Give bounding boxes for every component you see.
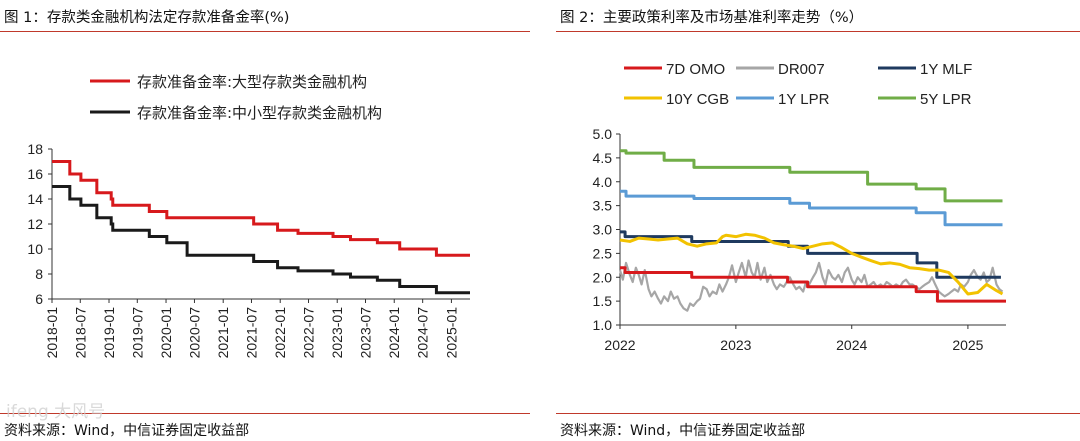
x-tick-label: 2019-01	[101, 307, 117, 359]
series-line	[620, 149, 1003, 203]
x-tick-label: 2018-01	[44, 307, 60, 359]
y-tick-label: 16	[27, 166, 43, 182]
divider-top	[0, 31, 530, 32]
y-tick-label: 18	[27, 141, 43, 157]
legend-label: DR007	[778, 61, 825, 78]
legend-label: 存款准备金率:中小型存款类金融机构	[137, 104, 382, 122]
x-tick-label: 2021-01	[215, 307, 231, 359]
chart-panel-reserve-ratio: 图 1：存款类金融机构法定存款准备金率(%) 存款准备金率:大型存款类金融机构存…	[0, 0, 530, 441]
x-tick-label: 2021-07	[243, 307, 259, 359]
x-tick-label: 2025	[952, 337, 983, 353]
x-tick-label: 2022-07	[300, 307, 316, 359]
watermark-logo: ifeng 大风号	[6, 402, 105, 422]
x-tick-label: 2024-07	[415, 307, 431, 359]
x-tick-label: 2025-01	[443, 307, 459, 359]
y-tick-label: 1.0	[593, 317, 613, 333]
svg-text:ifeng 大风号: ifeng 大风号	[6, 402, 105, 422]
y-tick-label: 3.0	[593, 222, 613, 238]
chart-title: 图 1：存款类金融机构法定存款准备金率(%)	[4, 10, 290, 26]
y-tick-label: 5.0	[593, 126, 613, 142]
x-tick-label: 2023-01	[329, 307, 345, 359]
x-tick-label: 2019-07	[129, 307, 145, 359]
chart-panel-policy-rates: 图 2：主要政策利率及市场基准利率走势（%） 7D OMO DR007 1Y MLF…	[556, 0, 1080, 441]
x-tick-label: 2022	[604, 337, 635, 353]
x-tick-label: 2022-01	[272, 307, 288, 359]
source-note: 资料来源：Wind，中信证券固定收益部	[4, 423, 250, 439]
divider-bottom	[0, 413, 530, 414]
policy-rates-chart: 7D OMO DR007 1Y MLF 10Y CGB 1Y LPR 5Y LPR 5.0 4…	[593, 61, 1006, 353]
legend-label: 5Y LPR	[920, 91, 972, 108]
x-tick-label: 2018-07	[72, 307, 88, 359]
y-tick-label: 8	[35, 266, 43, 282]
series-line	[52, 160, 470, 257]
legend-label: 10Y CGB	[666, 91, 729, 108]
series-line	[620, 189, 1003, 227]
y-tick-label: 2.5	[593, 245, 613, 261]
series-line	[618, 259, 1004, 312]
legend-label: 1Y LPR	[778, 91, 830, 108]
y-tick-label: 10	[27, 241, 43, 257]
y-tick-label: 6	[35, 291, 43, 307]
y-tick-label: 4.5	[593, 150, 613, 166]
divider-bottom	[556, 413, 1080, 414]
x-tick-label: 2023	[720, 337, 751, 353]
legend-label: 存款准备金率:大型存款类金融机构	[137, 73, 367, 91]
source-note: 资料来源：Wind，中信证券固定收益部	[560, 423, 806, 439]
legend-label: 7D OMO	[666, 61, 725, 78]
series-line	[619, 232, 1004, 296]
y-tick-label: 12	[27, 216, 43, 232]
x-tick-label: 2024-01	[386, 307, 402, 359]
y-tick-label: 2.0	[593, 269, 613, 285]
y-tick-label: 14	[27, 191, 43, 207]
x-tick-label: 2024	[836, 337, 867, 353]
y-tick-label: 3.5	[593, 198, 613, 214]
series-line	[52, 185, 470, 295]
chart-title: 图 2：主要政策利率及市场基准利率走势（%）	[560, 10, 864, 26]
divider-top	[556, 31, 1080, 32]
legend-label: 1Y MLF	[920, 61, 972, 78]
series-line	[620, 266, 1006, 303]
y-tick-label: 1.5	[593, 293, 613, 309]
x-tick-label: 2023-07	[358, 307, 374, 359]
x-tick-label: 2020-07	[186, 307, 202, 359]
y-tick-label: 4.0	[593, 174, 613, 190]
x-tick-label: 2020-01	[158, 307, 174, 359]
